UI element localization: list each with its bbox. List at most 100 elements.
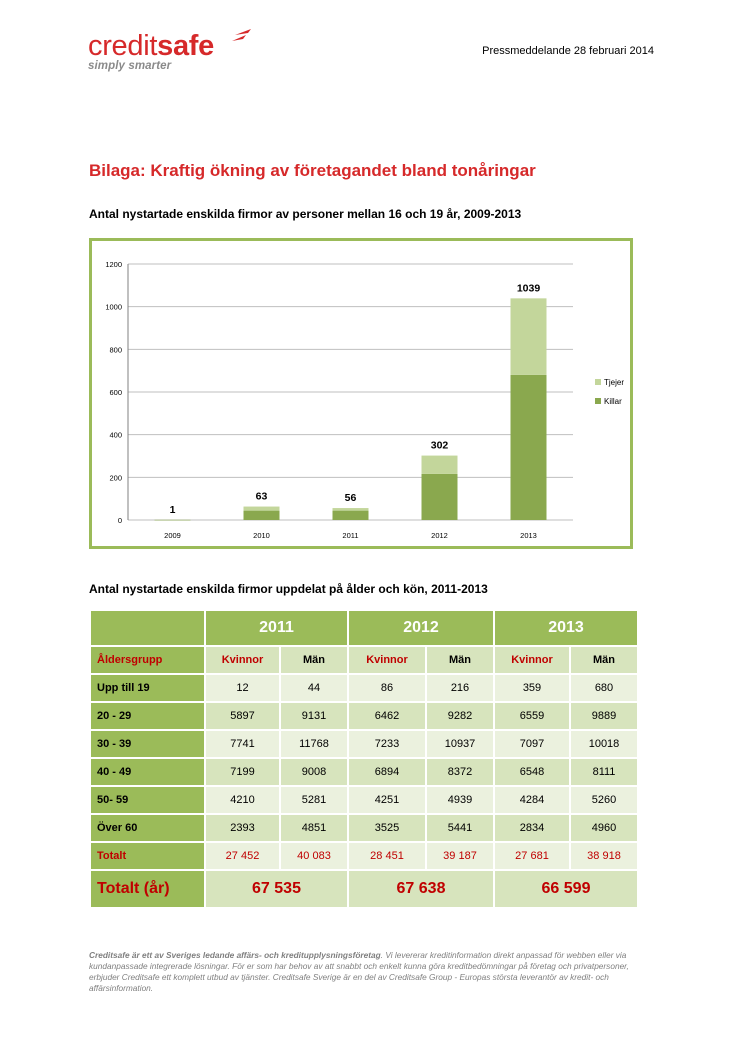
bar-segment-killar (332, 510, 369, 520)
value-cell: 216 (427, 675, 493, 701)
age-group-cell: Upp till 19 (91, 675, 204, 701)
bar-segment-tjejer (243, 506, 280, 511)
table-row: Upp till 19 12 44 86 216 359 680 (91, 675, 637, 701)
value-cell: 5441 (427, 815, 493, 841)
total-cell: 40 083 (281, 843, 347, 869)
x-tick-label: 2011 (342, 531, 358, 540)
logo-tagline: simply smarter (88, 60, 172, 72)
totals-row: Totalt 27 452 40 083 28 451 39 187 27 68… (91, 843, 637, 869)
bar-total-label: 302 (431, 440, 449, 452)
table-row: 40 - 49 7199 9008 6894 8372 6548 8111 (91, 759, 637, 785)
bar-segment-tjejer (332, 508, 369, 511)
y-tick-label: 1200 (105, 260, 122, 269)
totals-label: Totalt (91, 843, 204, 869)
value-cell: 6548 (495, 759, 569, 785)
women-header: Kvinnor (206, 647, 279, 673)
year-totals-row: Totalt (år) 67 535 67 638 66 599 (91, 871, 637, 907)
value-cell: 6559 (495, 703, 569, 729)
bar-segment-tjejer (421, 455, 458, 474)
y-tick-label: 1000 (105, 303, 122, 312)
table-row: 50- 59 4210 5281 4251 4939 4284 5260 (91, 787, 637, 813)
creditsafe-logo: creditsafe simply smarter (88, 29, 251, 72)
women-header: Kvinnor (495, 647, 569, 673)
age-group-cell: 50- 59 (91, 787, 204, 813)
value-cell: 359 (495, 675, 569, 701)
bar-chart: 0 200 400 600 800 1000 1200 1 2009 63 2010 56 2011 30… (105, 260, 624, 540)
value-cell: 11768 (281, 731, 347, 757)
value-cell: 86 (349, 675, 425, 701)
press-release-date: Pressmeddelande 28 februari 2014 (482, 45, 654, 57)
bar-total-label: 1039 (517, 282, 541, 294)
bar-segment-killar (243, 510, 280, 520)
year-header: 2013 (495, 611, 637, 645)
y-tick-label: 200 (109, 473, 122, 482)
value-cell: 5281 (281, 787, 347, 813)
footer-body: . Vi levererar kreditinformation direkt … (89, 950, 629, 993)
men-header: Män (281, 647, 347, 673)
value-cell: 4939 (427, 787, 493, 813)
bar-segment-killar (510, 374, 547, 520)
age-group-cell: 40 - 49 (91, 759, 204, 785)
age-group-cell: Över 60 (91, 815, 204, 841)
value-cell: 10937 (427, 731, 493, 757)
men-header: Män (571, 647, 637, 673)
table-row: 30 - 39 7741 11768 7233 10937 7097 10018 (91, 731, 637, 757)
value-cell: 7741 (206, 731, 279, 757)
value-cell: 9008 (281, 759, 347, 785)
value-cell: 4284 (495, 787, 569, 813)
men-header: Män (427, 647, 493, 673)
value-cell: 2393 (206, 815, 279, 841)
page-title: Bilaga: Kraftig ökning av företagandet b… (89, 161, 536, 180)
total-cell: 27 452 (206, 843, 279, 869)
logo-safe-text: safe (157, 30, 214, 62)
women-header: Kvinnor (349, 647, 425, 673)
x-tick-label: 2012 (431, 531, 448, 540)
value-cell: 8111 (571, 759, 637, 785)
value-cell: 5260 (571, 787, 637, 813)
year-totals-label: Totalt (år) (91, 871, 204, 907)
age-group-cell: 20 - 29 (91, 703, 204, 729)
y-tick-label: 600 (109, 388, 122, 397)
chart-frame: 0 200 400 600 800 1000 1200 1 2009 63 2010 56 2011 30… (89, 238, 633, 549)
y-tick-label: 0 (118, 516, 122, 525)
year-total-cell: 67 638 (349, 871, 493, 907)
bar-total-label: 63 (256, 491, 268, 503)
value-cell: 7233 (349, 731, 425, 757)
value-cell: 3525 (349, 815, 425, 841)
value-cell: 9889 (571, 703, 637, 729)
value-cell: 4251 (349, 787, 425, 813)
y-tick-label: 400 (109, 431, 122, 440)
value-cell: 6894 (349, 759, 425, 785)
value-cell: 44 (281, 675, 347, 701)
value-cell: 4851 (281, 815, 347, 841)
value-cell: 10018 (571, 731, 637, 757)
table-corner-cell (91, 611, 204, 645)
logo-swoosh-icon (232, 29, 251, 41)
year-total-cell: 67 535 (206, 871, 347, 907)
age-group-cell: 30 - 39 (91, 731, 204, 757)
year-header: 2011 (206, 611, 347, 645)
age-group-header: Åldersgrupp (91, 647, 204, 673)
year-total-cell: 66 599 (495, 871, 637, 907)
x-tick-label: 2010 (253, 531, 270, 540)
logo-credit-text: credit (88, 30, 158, 62)
legend-swatch-killar (595, 398, 601, 404)
legend-label-tjejer: Tjejer (604, 378, 624, 387)
table-heading: Antal nystartade enskilda firmor uppdela… (89, 582, 488, 596)
total-cell: 39 187 (427, 843, 493, 869)
value-cell: 7097 (495, 731, 569, 757)
bar-total-label: 56 (345, 492, 357, 504)
y-tick-label: 800 (109, 345, 122, 354)
logo-wordmark: creditsafe (88, 30, 214, 62)
total-cell: 28 451 (349, 843, 425, 869)
year-header: 2012 (349, 611, 493, 645)
footer-bold: Creditsafe är ett av Sveriges ledande af… (89, 950, 381, 960)
bar-total-label: 1 (170, 504, 176, 516)
value-cell: 9282 (427, 703, 493, 729)
bar-segment-tjejer (510, 298, 547, 375)
bar-segment-killar (421, 473, 458, 520)
total-cell: 27 681 (495, 843, 569, 869)
x-tick-label: 2009 (164, 531, 181, 540)
chart-heading: Antal nystartade enskilda firmor av pers… (89, 207, 522, 221)
table-column-header-row: Åldersgrupp Kvinnor Män Kvinnor Män Kvin… (91, 647, 637, 673)
